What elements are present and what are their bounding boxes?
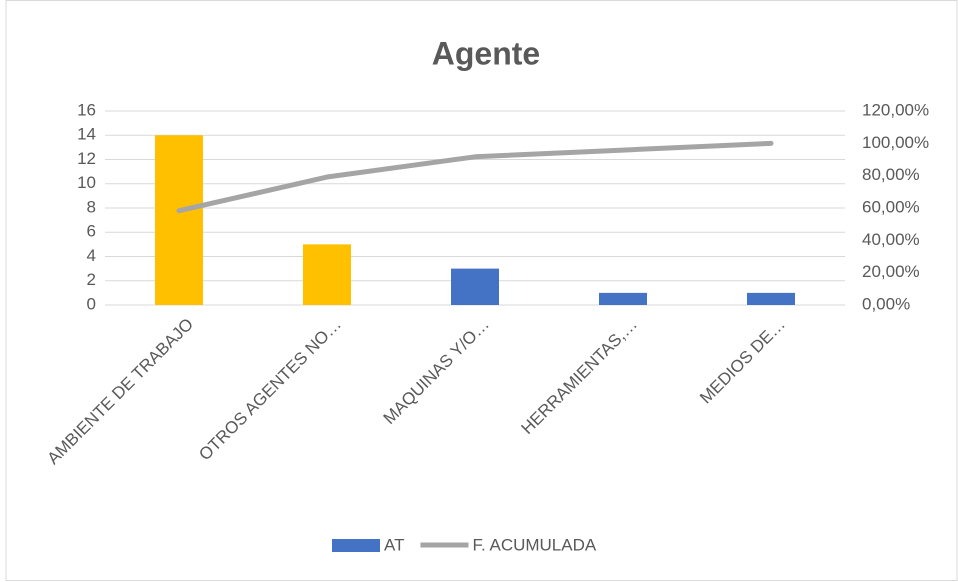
line <box>176 140 774 214</box>
legend-label: AT <box>384 535 404 554</box>
y2-tick-label: 80,00% <box>862 165 920 184</box>
y-tick-label: 12 <box>77 149 96 168</box>
bar <box>303 244 351 305</box>
y-tick-label: 4 <box>87 246 96 265</box>
y-tick-label: 2 <box>87 270 96 289</box>
y2-tick-label: 120,00% <box>862 100 929 119</box>
y2-tick-label: 40,00% <box>862 230 920 249</box>
y-tick-label: 0 <box>87 294 96 313</box>
y2-tick-label: 100,00% <box>862 133 929 152</box>
bar <box>155 135 203 305</box>
y2-tick-label: 0,00% <box>862 294 910 313</box>
y-tick-label: 8 <box>87 197 96 216</box>
y-tick-label: 6 <box>87 222 96 241</box>
legend-label: F. ACUMULADA <box>472 535 596 554</box>
y2-tick-label: 60,00% <box>862 197 920 216</box>
bar <box>599 292 647 305</box>
bar <box>451 268 499 305</box>
y-tick-label: 14 <box>77 125 96 144</box>
chart-title: Agente <box>432 35 540 71</box>
bar <box>747 292 795 305</box>
y2-tick-label: 20,00% <box>862 262 920 281</box>
y-tick-label: 16 <box>77 100 96 119</box>
y-tick-label: 10 <box>77 173 96 192</box>
legend-swatch <box>332 539 380 552</box>
